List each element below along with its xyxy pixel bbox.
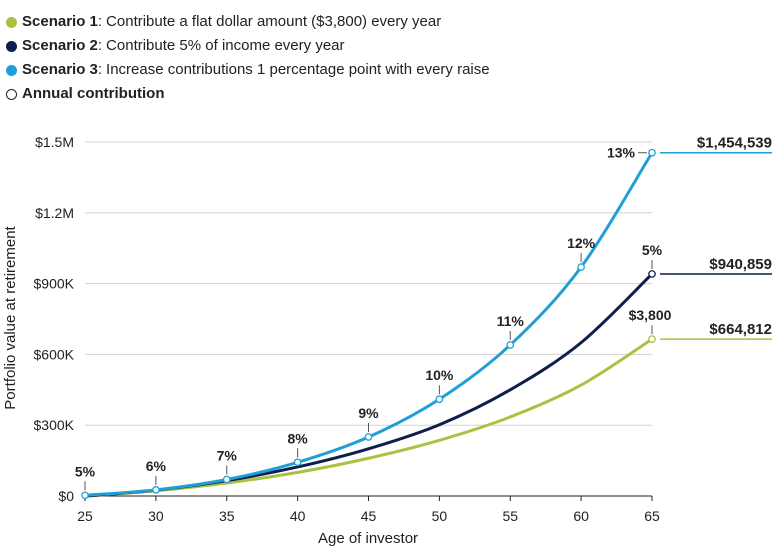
y-axis-label: Portfolio value at retirement <box>2 225 19 409</box>
contribution-marker <box>506 341 515 349</box>
x-tick-label: 55 <box>502 508 518 524</box>
legend-desc: Contribute 5% of income every year <box>106 37 345 54</box>
legend-colon: : <box>97 13 103 30</box>
legend-item-annual-contribution: Annual contribution <box>6 82 490 106</box>
y-tick-label: $1.2M <box>35 205 74 221</box>
legend-colon: : <box>97 61 103 78</box>
legend-item-scenario-3: Scenario 3: Increase contributions 1 per… <box>6 58 490 82</box>
legend-name: Scenario 2 <box>22 37 98 54</box>
marker-label: 7% <box>217 447 238 463</box>
marker-label: 8% <box>288 430 309 446</box>
legend-name: Annual contribution <box>22 85 165 102</box>
y-axis-ticks: $0 $300K $600K $900K $1.2M $1.5M <box>34 134 75 504</box>
series-line-scenario-3 <box>83 151 654 497</box>
grid-lines <box>85 141 652 426</box>
contribution-marker <box>648 335 656 343</box>
y-tick-label: $300K <box>34 417 75 433</box>
legend-desc: Contribute a flat dollar amount ($3,800)… <box>106 13 442 30</box>
series-lines <box>83 151 654 498</box>
x-tick-label: 65 <box>644 508 660 524</box>
contribution-marker <box>293 458 302 467</box>
end-value-labels: $664,812 $940,859 $1,454,539 <box>660 135 772 340</box>
contribution-marker <box>435 395 444 404</box>
legend-colon: : <box>97 37 103 54</box>
end-value-label: $664,812 <box>709 321 772 338</box>
legend-name: Scenario 1 <box>22 13 98 30</box>
x-tick-label: 45 <box>361 508 377 524</box>
legend-item-scenario-2: Scenario 2: Contribute 5% of income ever… <box>6 34 490 58</box>
legend-dot-icon <box>6 40 17 52</box>
marker-label: 6% <box>146 458 167 474</box>
contribution-marker <box>364 433 373 441</box>
x-tick-label: 50 <box>432 508 448 524</box>
marker-label: $3,800 <box>629 307 672 323</box>
x-axis: 25 30 35 40 45 50 55 60 65 <box>77 495 660 524</box>
contribution-markers: $3,800 5% 5% 6% 7% 8% 9% 10% 11% 12% 13% <box>75 145 672 500</box>
x-tick-label: 35 <box>219 508 235 524</box>
legend-item-scenario-1: Scenario 1: Contribute a flat dollar amo… <box>6 10 490 34</box>
y-tick-label: $1.5M <box>35 134 74 150</box>
x-tick-label: 25 <box>77 508 93 524</box>
series-line-scenario-2 <box>83 272 654 498</box>
x-axis-label: Age of investor <box>318 530 418 547</box>
marker-label: 5% <box>642 242 663 258</box>
legend-dot-icon <box>6 88 17 100</box>
x-tick-label: 60 <box>573 508 589 524</box>
y-tick-label: $0 <box>58 488 74 504</box>
chart-legend: Scenario 1: Contribute a flat dollar amo… <box>6 10 490 106</box>
marker-label: 10% <box>425 367 454 383</box>
marker-label: 11% <box>497 313 525 329</box>
contribution-marker <box>152 486 160 494</box>
marker-label: 9% <box>358 405 379 421</box>
contribution-marker <box>222 475 231 484</box>
y-tick-label: $900K <box>34 276 75 292</box>
marker-label: 5% <box>75 463 96 479</box>
legend-desc: Increase contributions 1 percentage poin… <box>106 61 490 78</box>
contribution-marker <box>577 263 585 271</box>
end-value-label: $940,859 <box>709 256 772 273</box>
legend-dot-icon <box>6 64 17 76</box>
contribution-marker <box>648 270 656 278</box>
x-tick-label: 30 <box>148 508 164 524</box>
contribution-marker <box>648 148 656 157</box>
legend-name: Scenario 3 <box>22 61 98 78</box>
marker-label: 13% <box>607 145 636 161</box>
end-value-label: $1,454,539 <box>697 135 772 152</box>
y-tick-label: $600K <box>34 346 75 362</box>
marker-label: 12% <box>567 235 596 251</box>
legend-dot-icon <box>6 16 17 28</box>
contribution-marker <box>81 491 89 500</box>
x-tick-label: 40 <box>290 508 306 524</box>
